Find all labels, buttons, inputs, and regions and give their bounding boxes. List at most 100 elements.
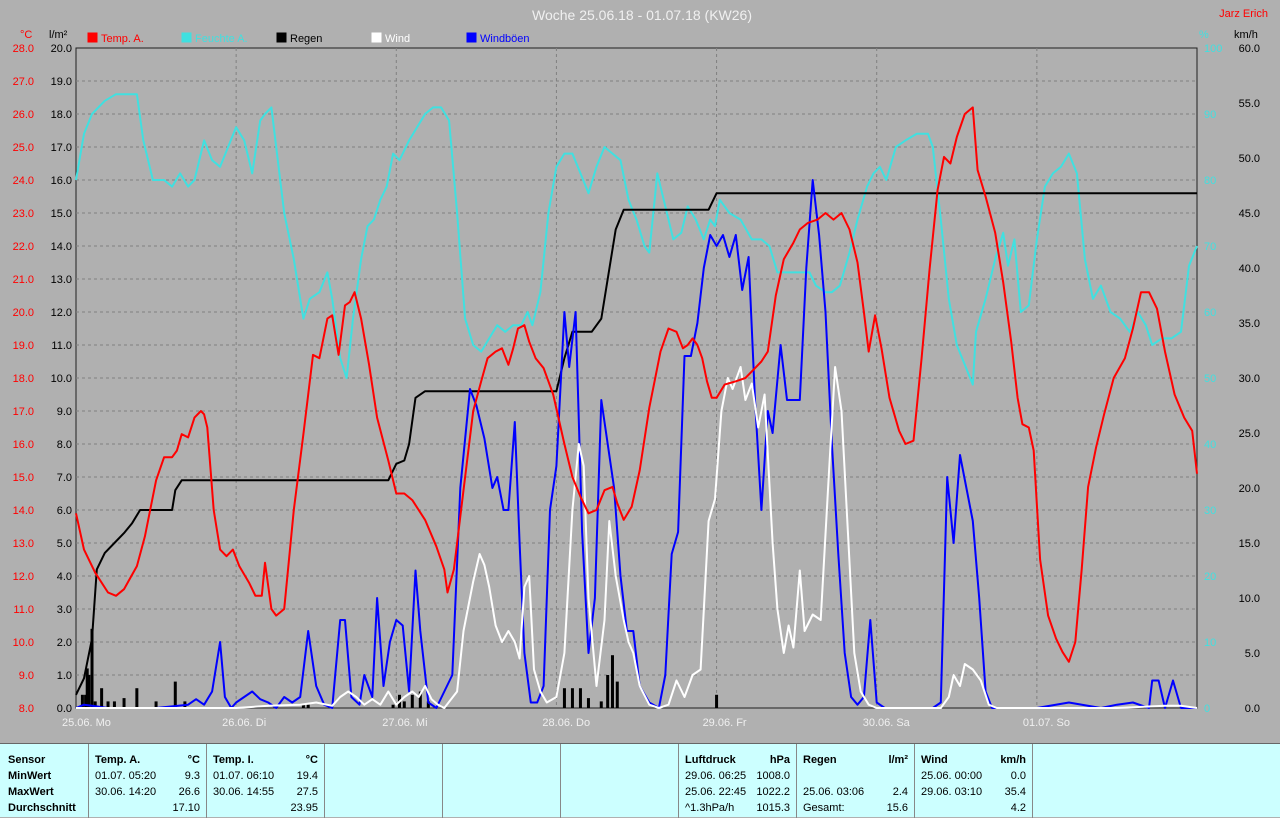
pressure-max: 1022.2 xyxy=(756,786,790,798)
rain-column: Regen l/m² 25.06. 03:06 2.4 Gesamt: 15.6 xyxy=(796,744,914,818)
day-label: 26.06. Di xyxy=(222,717,266,729)
rain-bar xyxy=(418,691,422,708)
temp-tick-label: 8.0 xyxy=(19,703,34,715)
brand-label: Jarz Erich xyxy=(1219,8,1268,20)
wind-line xyxy=(76,366,1198,709)
row-labels-column: Sensor MinWert MaxWert Durchschnitt xyxy=(0,744,88,818)
day-label: 01.07. So xyxy=(1023,717,1070,729)
rain-bar xyxy=(615,681,619,708)
empty-column-3 xyxy=(560,744,678,818)
temp-tick-label: 26.0 xyxy=(13,109,34,121)
legend-swatch xyxy=(181,32,192,43)
rain-tick-label: 7.0 xyxy=(57,472,72,484)
rain-bar xyxy=(93,701,97,708)
rain-bar xyxy=(135,688,139,708)
hum-tick-label: 70 xyxy=(1204,241,1216,253)
wind-min: 0.0 xyxy=(1010,770,1026,782)
empty-column-2 xyxy=(442,744,560,818)
temp-tick-label: 23.0 xyxy=(13,208,34,220)
temp-i-header: Temp. I. xyxy=(213,754,254,766)
temp-i-max-time: 30.06. 14:55 xyxy=(213,786,275,798)
hum-tick-label: 80 xyxy=(1204,175,1216,187)
temp-tick-label: 11.0 xyxy=(13,604,34,616)
pressure-trend: 1015.3 xyxy=(756,802,790,814)
rain-bar xyxy=(606,675,610,708)
wind-tick-label: 55.0 xyxy=(1239,98,1260,110)
hum-tick-label: 90 xyxy=(1204,109,1216,121)
rain-total: 15.6 xyxy=(886,802,908,814)
empty-column-1 xyxy=(324,744,442,818)
temp-i-max: 27.5 xyxy=(296,786,318,798)
row-label-max: MaxWert xyxy=(8,786,54,798)
temp-a-max-time: 30.06. 14:20 xyxy=(95,786,157,798)
wind-tick-label: 60.0 xyxy=(1239,43,1260,55)
rain-tick-label: 14.0 xyxy=(51,241,72,253)
legend-label: Feuchte A. xyxy=(195,33,248,45)
rain-tick-label: 5.0 xyxy=(57,538,72,550)
wind-header: Wind xyxy=(921,754,948,766)
temp-a-min-time: 01.07. 05:20 xyxy=(95,770,157,782)
rain-axis-unit: l/m² xyxy=(49,29,68,41)
rain-tick-label: 9.0 xyxy=(57,406,72,418)
hum-axis-unit: % xyxy=(1199,29,1209,41)
temp-axis-unit: °C xyxy=(20,29,32,41)
rain-bar xyxy=(426,701,430,708)
rain-bar xyxy=(610,655,614,708)
rain-bar xyxy=(112,701,116,708)
rain-tick-label: 8.0 xyxy=(57,439,72,451)
temp-line xyxy=(75,106,1198,663)
rain-sum-line xyxy=(75,192,1197,696)
rain-bar xyxy=(578,688,582,708)
legend: Temp. A. Feuchte A. Regen Wind Windböen xyxy=(87,32,530,45)
hum-tick-label: 60 xyxy=(1204,307,1216,319)
wind-max-time: 29.06. 03:10 xyxy=(921,786,983,798)
rain-header: Regen xyxy=(803,754,837,766)
temp-tick-label: 9.0 xyxy=(19,670,34,682)
temp-tick-label: 13.0 xyxy=(13,538,34,550)
rain-tick-label: 18.0 xyxy=(51,109,72,121)
temp-tick-label: 18.0 xyxy=(13,373,34,385)
pressure-column: Luftdruck hPa 29.06. 06:25 1008.0 25.06.… xyxy=(678,744,796,818)
chart-title: Woche 25.06.18 - 01.07.18 (KW26) xyxy=(532,7,752,23)
temp-a-max: 26.6 xyxy=(178,786,200,798)
row-label-avg: Durchschnitt xyxy=(8,802,76,814)
wind-tick-label: 30.0 xyxy=(1239,373,1260,385)
rain-bar xyxy=(301,704,305,708)
rain-tick-label: 16.0 xyxy=(51,175,72,187)
rain-max: 2.4 xyxy=(892,786,908,798)
rain-tick-label: 3.0 xyxy=(57,604,72,616)
rain-bar xyxy=(154,701,158,708)
day-label: 25.06. Mo xyxy=(62,717,111,729)
rain-tick-label: 10.0 xyxy=(51,373,72,385)
legend-label: Wind xyxy=(385,33,410,45)
rain-tick-label: 2.0 xyxy=(57,637,72,649)
temp-tick-label: 20.0 xyxy=(13,307,34,319)
pressure-min-time: 29.06. 06:25 xyxy=(685,770,747,782)
wind-axis-unit: km/h xyxy=(1234,29,1258,41)
temp-tick-label: 16.0 xyxy=(13,439,34,451)
temp-tick-label: 17.0 xyxy=(13,406,34,418)
rain-max-time: 25.06. 03:06 xyxy=(803,786,865,798)
temp-i-min-time: 01.07. 06:10 xyxy=(213,770,275,782)
statistics-table: Sensor MinWert MaxWert Durchschnitt Temp… xyxy=(0,743,1280,818)
rain-bar xyxy=(570,688,574,708)
temp-tick-label: 15.0 xyxy=(13,472,34,484)
rain-bar xyxy=(715,694,719,708)
rain-unit: l/m² xyxy=(888,754,908,766)
temp-a-avg: 17.10 xyxy=(172,802,200,814)
wind-max: 35.4 xyxy=(1004,786,1026,798)
wind-tick-label: 15.0 xyxy=(1239,538,1260,550)
rain-bar xyxy=(106,701,110,708)
rain-tick-label: 1.0 xyxy=(57,670,72,682)
rain-tick-label: 13.0 xyxy=(51,274,72,286)
rain-bar xyxy=(306,704,310,708)
wind-min-time: 25.06. 00:00 xyxy=(921,770,983,782)
rain-bar xyxy=(84,694,88,708)
temp-tick-label: 22.0 xyxy=(13,241,34,253)
temp-tick-label: 28.0 xyxy=(13,43,34,55)
temp-i-avg: 23.95 xyxy=(290,802,318,814)
temp-tick-label: 25.0 xyxy=(13,142,34,154)
legend-label: Regen xyxy=(290,33,322,45)
temp-tick-label: 19.0 xyxy=(13,340,34,352)
hum-tick-label: 30 xyxy=(1204,505,1216,517)
